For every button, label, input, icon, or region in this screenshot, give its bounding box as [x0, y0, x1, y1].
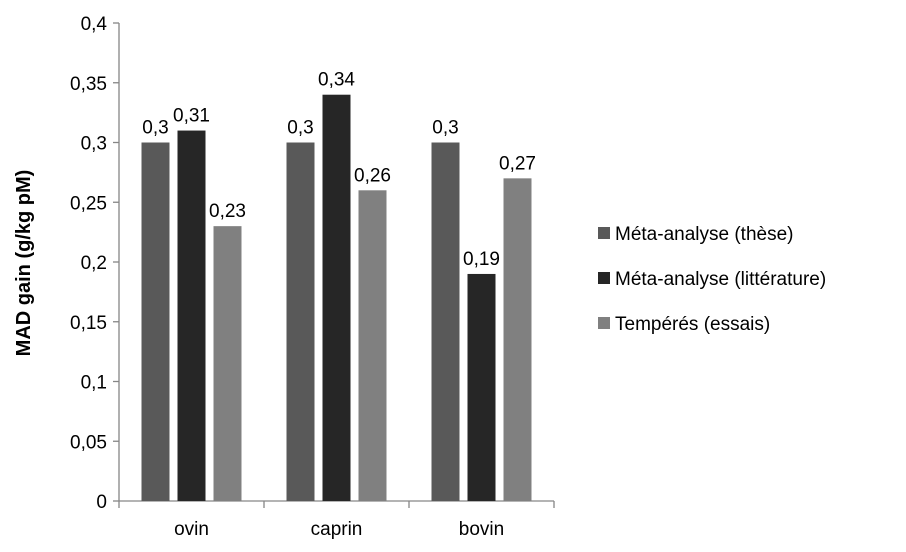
y-tick-label: 0	[96, 492, 107, 513]
data-label: 0,27	[499, 153, 536, 174]
y-axis-title: MAD gain (g/kg pM)	[13, 170, 35, 357]
legend-label: Méta-analyse (thèse)	[615, 224, 793, 245]
data-label: 0,3	[432, 118, 458, 139]
bar	[467, 273, 496, 501]
x-category-label: ovin	[174, 519, 209, 540]
bar	[322, 94, 351, 501]
bar	[431, 142, 460, 501]
y-tick-label: 0,15	[70, 313, 107, 334]
data-label: 0,19	[463, 249, 500, 270]
legend-swatch	[598, 272, 610, 284]
legend-label: Méta-analyse (littérature)	[615, 269, 826, 290]
data-label: 0,26	[354, 165, 391, 186]
y-tick-label: 0,3	[81, 134, 107, 155]
y-tick-label: 0,1	[81, 373, 107, 394]
data-label: 0,23	[209, 201, 246, 222]
data-label: 0,31	[173, 106, 210, 127]
bar	[141, 142, 170, 501]
x-category-label: caprin	[311, 519, 363, 540]
bar	[177, 130, 206, 502]
y-tick-label: 0,2	[81, 253, 107, 274]
legend-swatch	[598, 317, 610, 329]
data-label: 0,34	[318, 70, 355, 91]
bar	[358, 190, 387, 502]
bar	[213, 226, 242, 501]
legend-swatch	[598, 227, 610, 239]
x-category-label: bovin	[459, 519, 504, 540]
y-tick-label: 0,05	[70, 432, 107, 453]
legend-label: Tempérés (essais)	[615, 314, 770, 335]
bar	[503, 178, 532, 501]
data-label: 0,3	[142, 118, 168, 139]
y-tick-label: 0,35	[70, 74, 107, 95]
data-label: 0,3	[287, 118, 313, 139]
y-tick-label: 0,25	[70, 193, 107, 214]
bar	[286, 142, 315, 501]
y-tick-label: 0,4	[81, 14, 108, 35]
